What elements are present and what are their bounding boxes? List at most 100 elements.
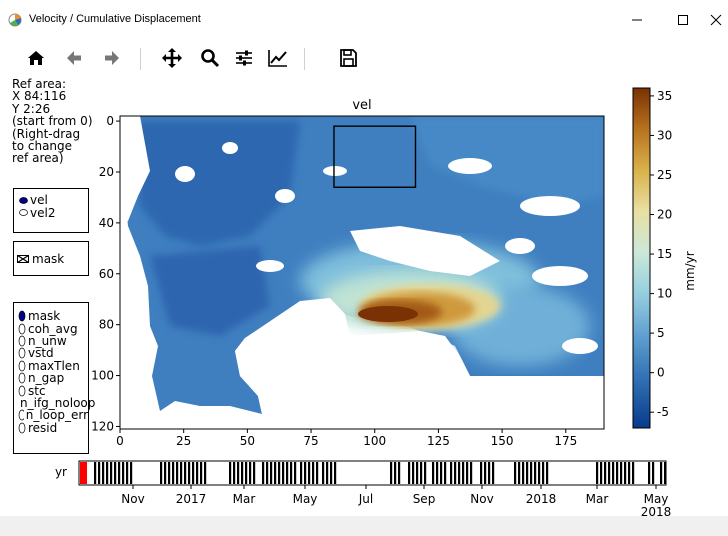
acquisition-tick	[110, 462, 113, 484]
acquisition-tick	[122, 462, 125, 484]
edit-axis-button[interactable]	[264, 44, 292, 72]
y-tick-label: 100	[91, 369, 114, 383]
acquisition-tick	[126, 462, 129, 484]
velocity-heatmap-chart[interactable]: vel	[0, 76, 728, 516]
plot-frame	[119, 115, 605, 430]
chart-title: vel	[352, 98, 371, 113]
configure-subplots-button[interactable]	[230, 44, 258, 72]
navigation-toolbar	[0, 40, 728, 76]
vel2-radio-option[interactable]: vel2	[19, 206, 88, 220]
vel-radio-option[interactable]: vel	[19, 193, 88, 207]
acquisition-tick	[440, 462, 443, 484]
colorbar-tick-label: 20	[657, 208, 672, 222]
mask-radio-option-resid[interactable]: resid	[18, 420, 88, 435]
back-icon	[67, 51, 81, 65]
acquisition-tick	[94, 462, 97, 484]
acquisition-tick	[114, 462, 117, 484]
reference-area-box[interactable]	[333, 125, 417, 188]
figure-canvas[interactable]: Ref area: X 84:116 Y 2:26 (start from 0)…	[0, 76, 728, 516]
timeline-tick-label: 2017	[176, 492, 207, 506]
acquisition-tick	[106, 462, 109, 484]
acquisition-tick	[492, 462, 495, 484]
acquisition-tick	[424, 462, 427, 484]
colorbar-tick-label: 30	[657, 128, 672, 142]
mask-radio-option-n-ifg-noloop[interactable]: n_ifg_noloop	[18, 396, 95, 410]
mask-radio-option-mask[interactable]: mask	[18, 309, 88, 324]
configure-subplots-icon	[236, 50, 252, 66]
radio-unselected-icon	[18, 409, 24, 421]
mask-radio-label: resid	[28, 420, 58, 435]
back-button[interactable]	[60, 44, 88, 72]
mask-radio-option-coh-avg[interactable]: coh_avg	[18, 322, 88, 336]
acquisition-tick	[526, 462, 529, 484]
acquisition-tick	[514, 462, 517, 484]
zoom-button[interactable]	[196, 44, 224, 72]
colorbar	[632, 87, 651, 429]
mask-radio-option-stc[interactable]: stc	[18, 383, 88, 398]
minimize-button[interactable]	[614, 0, 660, 40]
timeline-tick-label: 2018	[526, 492, 557, 506]
zoom-icon	[201, 49, 220, 68]
ref-area-text: Ref area: X 84:116 Y 2:26 (start from 0)…	[12, 78, 93, 165]
acquisition-tick	[316, 462, 319, 484]
acquisition-tick	[334, 462, 337, 484]
mask-radio-option-n-loop-err[interactable]: n_loop_err	[18, 408, 88, 422]
mask-radio-option-n-unw[interactable]: n_unw	[18, 334, 88, 348]
acquisition-tick	[600, 462, 603, 484]
acquisition-tick	[102, 462, 105, 484]
acquisition-tick	[620, 462, 623, 484]
timeline-current-marker[interactable]	[80, 462, 87, 484]
mask-radio-option-maxTlen[interactable]: maxTlen	[18, 358, 88, 373]
mask-radio-option-vstd[interactable]: vstd	[18, 346, 88, 361]
mask-checkbox[interactable]: mask	[14, 242, 88, 266]
radio-unselected-icon	[18, 348, 26, 359]
ref-area-line: (Right-drag	[12, 126, 81, 141]
acquisition-tick	[200, 462, 203, 484]
toolbar-separator	[304, 48, 305, 70]
status-bar	[0, 516, 728, 536]
ref-area-line: Y 2:26	[12, 101, 51, 116]
save-icon	[340, 49, 357, 67]
acquisition-tick	[308, 462, 311, 484]
acquisition-tick	[458, 462, 461, 484]
title-bar: Velocity / Cumulative Displacement	[0, 0, 728, 41]
mask-radio-option-n-gap[interactable]: n_gap	[18, 371, 88, 385]
ref-area-line: Ref area:	[12, 77, 67, 91]
radio-unselected-icon	[18, 372, 26, 384]
forward-button[interactable]	[98, 44, 126, 72]
acquisition-tick	[534, 462, 537, 484]
radio-selected-icon	[18, 310, 26, 322]
acquisition-tick	[176, 462, 179, 484]
acquisition-tick	[530, 462, 533, 484]
acquisition-tick	[432, 462, 435, 484]
acquisition-tick	[304, 462, 307, 484]
acquisition-tick	[542, 462, 545, 484]
acquisition-tick	[282, 462, 285, 484]
acquisition-tick	[648, 462, 651, 484]
y-tick-label: 0	[106, 114, 114, 128]
acquisition-tick	[444, 462, 447, 484]
acquisition-tick	[160, 462, 163, 484]
mask-radio-label: maxTlen	[28, 358, 80, 373]
velocity-field	[120, 116, 604, 429]
mask-radio-label: mask	[28, 309, 61, 324]
radio-unselected-icon	[18, 385, 26, 396]
pan-button[interactable]	[158, 44, 186, 72]
x-tick-label: 150	[491, 434, 514, 448]
timeline-ylabel: yr	[55, 465, 67, 479]
timeline-tick-label: Mar	[233, 492, 256, 506]
mask-radio-label: n_ifg_noloop	[20, 395, 96, 410]
close-button[interactable]	[704, 0, 728, 40]
acquisition-tick	[538, 462, 541, 484]
checkbox-checked-icon	[17, 254, 29, 263]
acquisition-tick	[98, 462, 101, 484]
save-button[interactable]	[334, 44, 362, 72]
mask-radio-label: stc	[28, 383, 46, 398]
maximize-button[interactable]	[660, 0, 706, 40]
ref-area-line: X 84:116	[12, 89, 67, 104]
mask-radio-label: vstd	[28, 346, 54, 361]
home-button[interactable]	[22, 44, 50, 72]
acquisition-tick	[664, 462, 667, 484]
ref-area-line: to change	[12, 139, 73, 154]
